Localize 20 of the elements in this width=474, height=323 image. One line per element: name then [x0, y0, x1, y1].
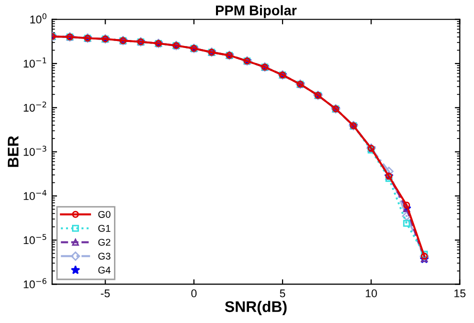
- legend-label: G4: [98, 266, 111, 274]
- y-tick-label: 10$^{−5}$: [24, 234, 46, 244]
- x-tick-label: 0: [191, 289, 197, 298]
- x-tick-label: 10: [366, 289, 377, 298]
- legend-label: G3: [98, 252, 110, 260]
- y-tick-label: 10$^{0}$: [30, 13, 46, 24]
- y-tick-label: 10$^{−4}$: [24, 190, 46, 200]
- y-tick-label: 10$^{−1}$: [24, 58, 46, 68]
- y-tick-label: 10$^{−6}$: [24, 278, 46, 288]
- x-tick-label: -5: [100, 290, 110, 298]
- x-tick-label: 15: [454, 290, 466, 298]
- legend-label: G0: [98, 210, 110, 218]
- y-tick-label: 10$^{−3}$: [24, 146, 46, 156]
- chart-title: PPM Bipolar: [216, 5, 297, 18]
- x-axis-title: SNR(dB): [225, 300, 287, 316]
- legend-label: G1: [98, 224, 110, 232]
- y-tick-label: 10$^{−2}$: [24, 102, 46, 112]
- legend-label: G2: [98, 238, 110, 246]
- y-axis-title: BER: [8, 136, 18, 167]
- x-tick-label: 5: [280, 290, 286, 298]
